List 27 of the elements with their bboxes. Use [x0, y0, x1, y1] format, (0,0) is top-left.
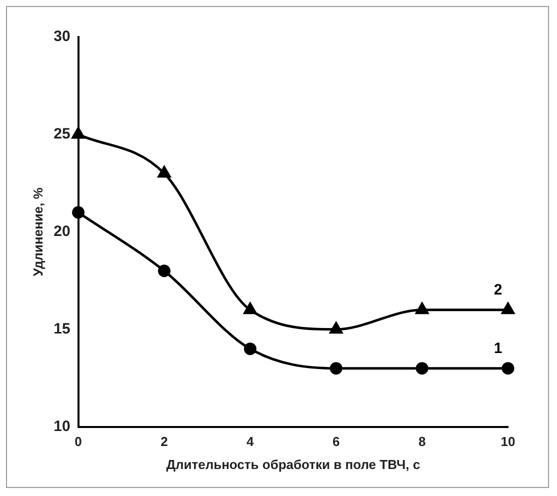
x-axis-title: Длительность обработки в поле ТВЧ, с — [166, 456, 420, 472]
x-tick-label: 0 — [74, 434, 82, 450]
point — [158, 166, 171, 178]
point — [244, 342, 256, 356]
y-tick-label: 10 — [54, 418, 70, 435]
point — [72, 206, 85, 219]
point — [416, 362, 428, 375]
point — [502, 362, 514, 375]
x-tick-label: 2 — [160, 434, 168, 450]
series-label: 1 — [494, 340, 502, 357]
point — [416, 302, 429, 314]
point — [158, 264, 170, 278]
point — [72, 127, 85, 139]
x-tick-label: 6 — [332, 434, 340, 450]
point — [330, 322, 343, 334]
y-tick-label: 25 — [54, 126, 70, 143]
point — [502, 302, 514, 314]
point — [330, 362, 342, 375]
y-tick-label: 20 — [54, 223, 70, 240]
x-tick-label: 8 — [418, 434, 426, 450]
x-tick-label: 4 — [246, 434, 255, 450]
x-tick-label: 10 — [500, 434, 516, 450]
y-tick-label: 15 — [54, 320, 70, 338]
point — [244, 302, 257, 314]
series-label: 2 — [494, 282, 502, 298]
y-tick-label: 30 — [54, 28, 70, 46]
y-axis-title: Удлинение, % — [30, 187, 46, 276]
